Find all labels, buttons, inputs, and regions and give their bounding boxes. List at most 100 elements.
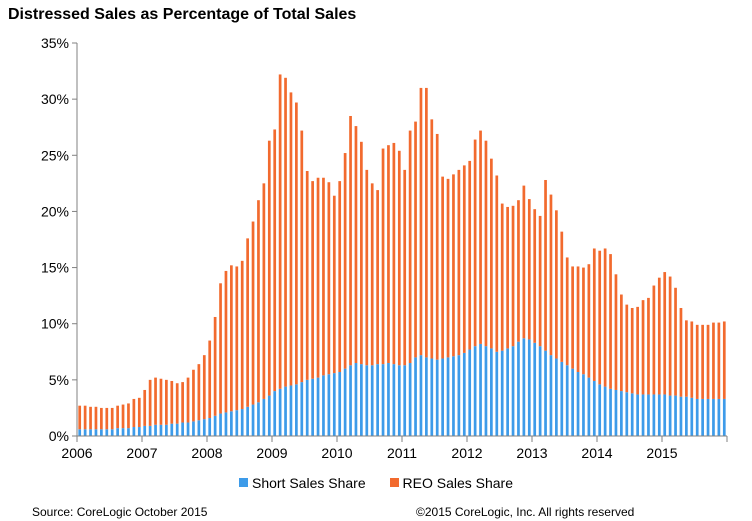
bar-short-sales (679, 396, 683, 436)
bar-short-sales (219, 413, 222, 436)
bar-short-sales (159, 424, 163, 436)
bar-short-sales (94, 429, 98, 436)
bar-short-sales (603, 386, 607, 436)
bar-reo-sales (408, 130, 412, 364)
bar-short-sales (284, 386, 287, 436)
bar-reo-sales (647, 297, 650, 395)
bar-short-sales (555, 358, 558, 436)
bar-reo-sales (565, 257, 569, 366)
bar-short-sales (565, 365, 569, 436)
y-tick-label: 35% (41, 35, 69, 51)
y-tick-label: 20% (41, 203, 69, 219)
bar-reo-sales (511, 205, 515, 347)
bar-reo-sales (652, 285, 656, 395)
bar-reo-sales (555, 210, 558, 359)
legend-item-short-sales: Short Sales Share (238, 475, 366, 491)
bar-short-sales (165, 424, 168, 436)
bar-short-sales (425, 357, 428, 436)
bar-short-sales (278, 388, 282, 436)
x-tick-label: 2007 (126, 445, 157, 461)
bar-short-sales (230, 411, 233, 436)
legend-item-reo-sales: REO Sales Share (389, 475, 513, 491)
bar-reo-sales (522, 185, 526, 339)
bar-reo-sales (473, 139, 477, 347)
bar-reo-sales (94, 406, 98, 430)
bar-short-sales (295, 384, 298, 436)
bar-short-sales (181, 422, 184, 436)
y-tick-label: 25% (41, 147, 69, 163)
bar-reo-sales (360, 141, 363, 365)
bar-reo-sales (582, 267, 585, 375)
bar-short-sales (452, 356, 455, 436)
y-tick-label: 15% (41, 260, 69, 276)
bar-short-sales (538, 346, 542, 436)
bar-short-sales (289, 385, 293, 436)
y-tick-label: 30% (41, 91, 69, 107)
bar-reo-sales (430, 119, 434, 359)
bar-reo-sales (641, 300, 645, 395)
bar-short-sales (186, 422, 190, 436)
bar-short-sales (148, 425, 152, 436)
bar-short-sales (544, 350, 547, 436)
bar-short-sales (620, 391, 623, 436)
bar-reo-sales (154, 377, 157, 425)
bar-short-sales (712, 398, 715, 436)
bar-short-sales (208, 418, 212, 436)
bar-short-sales (392, 364, 396, 436)
x-tick-label: 2015 (646, 445, 677, 461)
bar-short-sales (408, 363, 412, 436)
bar-short-sales (468, 349, 472, 436)
bar-reo-sales (462, 165, 466, 353)
bar-reo-sales (403, 169, 407, 366)
bar-reo-sales (609, 254, 612, 389)
bar-reo-sales (630, 307, 634, 394)
bar-short-sales (240, 409, 244, 436)
bar-reo-sales (143, 389, 147, 426)
bar-reo-sales (289, 92, 293, 386)
bar-reo-sales (370, 183, 374, 366)
bar-short-sales (100, 429, 103, 436)
x-tick-label: 2013 (516, 445, 547, 461)
bar-reo-sales (213, 316, 217, 416)
bar-short-sales (560, 361, 564, 436)
bars-group (78, 74, 726, 436)
x-tick-label: 2008 (191, 445, 222, 461)
bar-reo-sales (186, 377, 190, 423)
bar-reo-sales (338, 181, 342, 372)
bar-reo-sales (246, 238, 249, 407)
bar-reo-sales (587, 264, 591, 378)
bar-short-sales (500, 350, 504, 436)
bar-short-sales (479, 343, 482, 436)
bar-short-sales (246, 406, 249, 436)
bar-reo-sales (479, 130, 482, 344)
bar-short-sales (609, 388, 612, 436)
bar-reo-sales (376, 190, 379, 365)
bar-reo-sales (240, 260, 244, 410)
bar-reo-sales (148, 379, 152, 426)
bar-reo-sales (349, 115, 352, 366)
bar-short-sales (462, 352, 466, 436)
bar-reo-sales (192, 369, 195, 422)
bar-reo-sales (202, 355, 206, 420)
bar-short-sales (701, 398, 704, 436)
bar-short-sales (110, 429, 114, 436)
bar-short-sales (722, 398, 726, 436)
bar-reo-sales (137, 397, 141, 428)
bar-reo-sales (181, 382, 184, 423)
bar-reo-sales (495, 175, 499, 352)
bar-reo-sales (685, 320, 688, 397)
x-tick-label: 2009 (256, 445, 287, 461)
bar-short-sales (370, 365, 374, 436)
bar-short-sales (690, 397, 694, 436)
bar-reo-sales (468, 160, 472, 350)
bar-short-sales (587, 377, 591, 436)
bar-short-sales (598, 384, 602, 436)
bar-reo-sales (625, 304, 629, 393)
bar-reo-sales (668, 276, 672, 396)
bar-short-sales (473, 346, 477, 436)
bar-reo-sales (165, 379, 168, 425)
y-tick-label: 5% (49, 372, 69, 388)
bar-short-sales (636, 394, 639, 436)
bar-reo-sales (484, 140, 488, 347)
copyright-note: ©2015 CoreLogic, Inc. All rights reserve… (416, 505, 635, 519)
